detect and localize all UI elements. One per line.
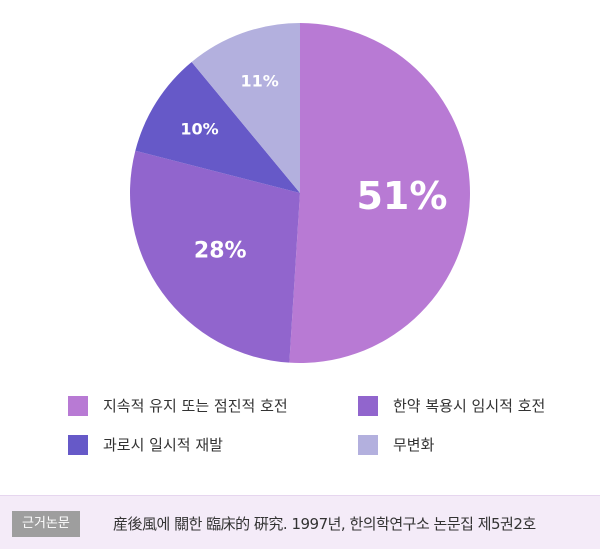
legend-swatch bbox=[358, 434, 378, 455]
slice-value-label: 11% bbox=[241, 72, 279, 91]
slice-value-label: 28% bbox=[194, 238, 247, 263]
legend-item-sustained: 지속적 유지 또는 점진적 호전 bbox=[68, 395, 288, 416]
source-tag: 근거논문 bbox=[12, 511, 80, 537]
legend-label: 과로시 일시적 재발 bbox=[103, 436, 223, 454]
pie-chart: 51% 28% 10% 11% bbox=[130, 23, 470, 363]
legend-item-temporary: 한약 복용시 임시적 호전 bbox=[358, 395, 545, 416]
source-citation: 産後風에 關한 臨床的 硏究. 1997년, 한의학연구소 논문집 제5권2호 bbox=[113, 515, 536, 533]
slice-value-label: 51% bbox=[356, 174, 447, 218]
legend-swatch bbox=[68, 395, 88, 416]
slice-value-label: 10% bbox=[180, 120, 218, 139]
pie-slice bbox=[191, 23, 300, 193]
legend-label: 지속적 유지 또는 점진적 호전 bbox=[103, 397, 288, 415]
legend-item-no-change: 무변화 bbox=[358, 434, 434, 455]
legend-label: 무변화 bbox=[393, 436, 435, 454]
legend-swatch bbox=[358, 395, 378, 416]
legend-swatch bbox=[68, 434, 88, 455]
legend-item-relapse: 과로시 일시적 재발 bbox=[68, 434, 223, 455]
pie-slice bbox=[130, 150, 300, 363]
pie-slice bbox=[289, 23, 470, 363]
pie-slice bbox=[135, 62, 300, 193]
legend-label: 한약 복용시 임시적 호전 bbox=[393, 397, 546, 415]
source-bar: 근거논문 産後風에 關한 臨床的 硏究. 1997년, 한의학연구소 논문집 제… bbox=[0, 495, 600, 549]
